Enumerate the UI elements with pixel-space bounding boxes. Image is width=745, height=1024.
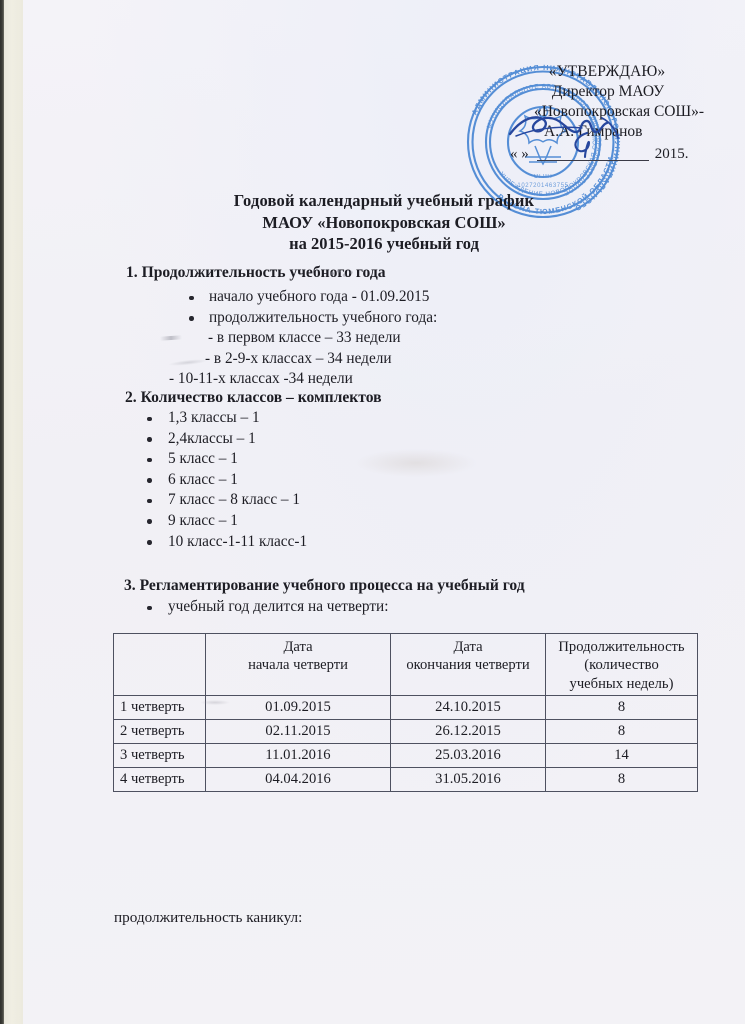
list-item: 5 класс – 1 — [144, 449, 307, 470]
scan-artifact — [356, 449, 476, 477]
footer-text: продолжительность каникул: — [114, 909, 303, 926]
paper-background — [23, 0, 745, 1024]
quarter-start: 01.09.2015 — [205, 695, 391, 720]
section-1-list: начало учебного года - 01.09.2015 продол… — [169, 287, 437, 390]
list-item: 7 класс – 8 класс – 1 — [144, 490, 307, 511]
list-item: начало учебного года - 01.09.2015 — [187, 287, 437, 308]
approval-line-name: А.А. Гимранов — [544, 123, 643, 140]
section-3-heading: 3. Регламентирование учебного процесса н… — [124, 577, 525, 594]
approval-block: «УТВЕРЖДАЮ» Директор МАОУ «Новопокровска… — [500, 62, 740, 164]
section-1-heading: 1. Продолжительность учебного года — [126, 264, 386, 281]
header-line-2: (количество — [584, 657, 659, 674]
header-line-1: Продолжительность — [558, 639, 685, 655]
approval-date-line: « » 2015. — [500, 144, 740, 164]
quarter-label: 1 четверть — [113, 695, 206, 720]
table-header-start-date: Дата начала четверти — [205, 633, 391, 696]
scan-smudge — [327, 268, 355, 279]
scan-edge-dark — [0, 0, 4, 1024]
approval-line-utverzhdayu: «УТВЕРЖДАЮ» — [548, 63, 666, 80]
list-item: - в 2-9-х классах – 34 недели — [205, 349, 392, 367]
header-line-2: начала четверти — [248, 657, 348, 674]
header-line-2: окончания четверти — [406, 657, 530, 674]
quarter-start: 02.11.2015 — [205, 719, 391, 744]
table-row: 3 четверть 11.01.2016 25.03.2016 14 — [113, 743, 698, 768]
quarter-label: 4 четверть — [113, 767, 206, 792]
approval-line-school: «Новопокровская СОШ»- — [533, 103, 705, 120]
list-item: 2,4классы – 1 — [144, 429, 307, 450]
section-2-list: 1,3 классы – 1 2,4классы – 1 5 класс – 1… — [144, 408, 307, 552]
list-item: - в первом классе – 33 недели — [208, 329, 401, 347]
date-blank-rule — [536, 159, 649, 161]
approval-date-prefix: « » — [510, 146, 529, 162]
list-item: учебный год делится на четверти: — [144, 597, 388, 618]
approval-date-year: 2015. — [654, 146, 689, 162]
approval-line-director: Директор МАОУ — [551, 83, 665, 100]
table-row: 2 четверть 02.11.2015 26.12.2015 8 — [113, 719, 698, 744]
header-line-3: учебных недель) — [569, 675, 674, 692]
header-line-1: Дата — [283, 639, 313, 655]
document-title: Годовой календарный учебный график МАОУ … — [23, 190, 745, 255]
section-2-heading: 2. Количество классов – комплектов — [125, 389, 382, 406]
quarter-weeks: 8 — [545, 695, 698, 720]
quarters-table: Дата начала четверти Дата окончания четв… — [113, 633, 698, 792]
list-item: продолжительность учебного года: — [187, 308, 437, 329]
document-title-line-2: МАОУ «Новопокровская СОШ» — [262, 212, 506, 232]
quarter-label: 2 четверть — [113, 719, 206, 744]
scan-edge-cream — [4, 0, 23, 1024]
quarter-end: 25.03.2016 — [390, 743, 546, 768]
list-item: - 10-11-х классах -34 недели — [169, 370, 353, 388]
quarter-end: 31.05.2016 — [390, 767, 546, 792]
table-header-corner — [113, 633, 206, 696]
quarter-start: 11.01.2016 — [205, 743, 391, 768]
list-item: 1,3 классы – 1 — [144, 408, 307, 429]
table-row: 1 четверть 01.09.2015 24.10.2015 8 — [113, 695, 698, 720]
table-header-row: Дата начала четверти Дата окончания четв… — [113, 633, 698, 696]
quarter-weeks: 14 — [545, 743, 698, 768]
table-header-end-date: Дата окончания четверти — [390, 633, 546, 696]
header-line-1: Дата — [453, 639, 483, 655]
quarter-start: 04.04.2016 — [205, 767, 391, 792]
document-title-line-3: на 2015-2016 учебный год — [289, 234, 479, 253]
section-3-list: учебный год делится на четверти: — [144, 597, 388, 618]
scan-artifact — [200, 700, 230, 705]
list-item: 9 класс – 1 — [144, 511, 307, 532]
quarter-weeks: 8 — [545, 767, 698, 792]
quarter-label: 3 четверть — [113, 743, 206, 768]
table-header-duration: Продолжительность (количество учебных не… — [545, 633, 698, 696]
quarter-end: 26.12.2015 — [390, 719, 546, 744]
document-title-line-1: Годовой календарный учебный график — [233, 191, 535, 210]
list-item: 6 класс – 1 — [144, 470, 307, 491]
quarter-end: 24.10.2015 — [390, 695, 546, 720]
table-row: 4 четверть 04.04.2016 31.05.2016 8 — [113, 767, 698, 792]
list-item: 10 класс-1-11 класс-1 — [144, 532, 307, 553]
quarter-weeks: 8 — [545, 719, 698, 744]
